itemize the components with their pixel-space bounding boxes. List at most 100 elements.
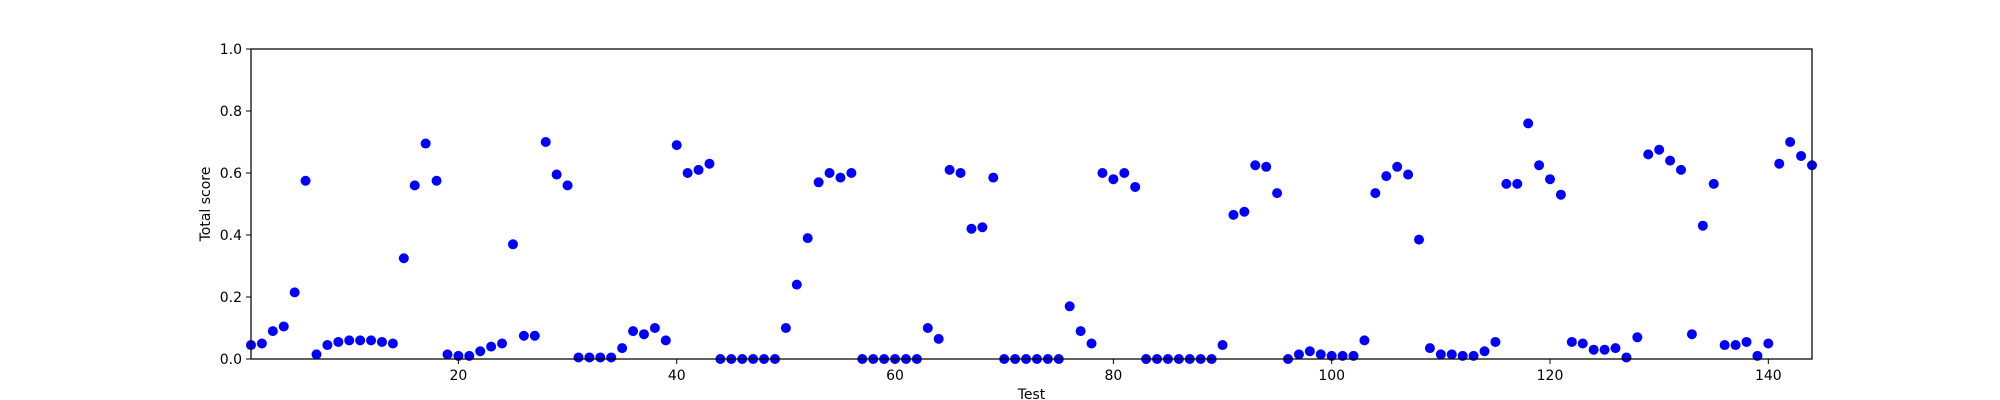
data-point xyxy=(322,340,333,351)
data-point xyxy=(355,335,366,346)
data-point xyxy=(1381,171,1392,182)
data-point xyxy=(671,140,682,151)
data-point xyxy=(1403,169,1414,180)
data-point xyxy=(988,172,999,183)
data-point xyxy=(278,321,289,332)
data-point xyxy=(1130,181,1141,192)
data-point xyxy=(1217,340,1228,351)
data-point xyxy=(1534,160,1545,171)
data-point xyxy=(1108,174,1119,185)
x-tick-label: 60 xyxy=(886,368,904,384)
data-point xyxy=(1315,349,1326,360)
data-point xyxy=(398,253,409,264)
data-point xyxy=(562,180,573,191)
data-point xyxy=(1370,188,1381,199)
data-point xyxy=(1741,336,1752,347)
y-tick-label: 1.0 xyxy=(220,42,242,58)
data-point xyxy=(1119,168,1130,178)
y-tick-label: 0.4 xyxy=(220,228,242,244)
data-point xyxy=(1730,340,1741,351)
data-point xyxy=(1545,174,1556,185)
data-point xyxy=(1064,301,1075,312)
data-point xyxy=(1632,332,1643,343)
y-tick-label: 0.2 xyxy=(220,290,242,306)
data-point xyxy=(1392,161,1403,172)
data-point xyxy=(1577,338,1588,349)
x-tick-label: 40 xyxy=(668,368,686,384)
data-point xyxy=(420,138,431,149)
data-point xyxy=(1599,344,1610,355)
data-point xyxy=(1479,346,1490,357)
data-point xyxy=(1272,188,1283,199)
data-point xyxy=(1293,349,1304,360)
data-point xyxy=(529,330,540,341)
data-point xyxy=(1566,336,1577,347)
data-point xyxy=(256,338,267,349)
data-point xyxy=(300,175,311,186)
data-point xyxy=(824,168,835,178)
data-point xyxy=(1588,344,1599,355)
y-axis-ticks: 0.0 0.2 0.4 0.6 0.8 1.0 xyxy=(220,42,251,368)
data-point xyxy=(1610,343,1621,354)
data-point xyxy=(693,164,704,175)
data-point xyxy=(540,137,551,147)
data-point xyxy=(1359,335,1370,346)
data-point xyxy=(1719,340,1730,351)
data-point xyxy=(1075,326,1086,337)
data-point xyxy=(1424,343,1435,354)
x-tick-label: 80 xyxy=(1104,368,1122,384)
x-tick-label: 100 xyxy=(1318,368,1345,384)
data-point xyxy=(1654,144,1665,155)
data-point xyxy=(1621,352,1632,363)
data-point xyxy=(507,239,518,250)
data-point xyxy=(333,336,344,347)
data-point xyxy=(1414,234,1425,245)
x-tick-label: 120 xyxy=(1537,368,1564,384)
data-point xyxy=(1676,164,1687,175)
data-point xyxy=(431,175,442,186)
data-point xyxy=(1086,338,1097,349)
data-point xyxy=(267,326,278,337)
data-point xyxy=(595,352,606,363)
data-point xyxy=(311,349,322,360)
data-point xyxy=(1708,178,1719,189)
data-point xyxy=(922,323,933,333)
data-point xyxy=(1665,155,1676,166)
data-point xyxy=(682,168,693,178)
data-point xyxy=(1785,137,1796,147)
data-point xyxy=(344,335,355,346)
data-point xyxy=(780,323,791,333)
data-point xyxy=(387,338,398,349)
data-points xyxy=(246,118,1817,364)
data-point xyxy=(944,164,955,175)
data-point xyxy=(791,279,802,290)
plot-area-frame xyxy=(250,48,1813,360)
data-point xyxy=(660,335,671,346)
data-point xyxy=(475,346,486,357)
data-point xyxy=(1501,178,1512,189)
data-point xyxy=(442,349,453,360)
data-point xyxy=(1697,220,1708,231)
data-point xyxy=(1250,160,1261,171)
data-point xyxy=(1097,168,1108,178)
data-point xyxy=(573,352,584,363)
x-tick-label: 20 xyxy=(449,368,467,384)
data-point xyxy=(933,333,944,344)
data-point xyxy=(289,287,300,298)
data-point xyxy=(977,222,988,233)
data-point xyxy=(518,330,529,341)
data-point xyxy=(1512,178,1523,189)
data-point xyxy=(606,352,617,363)
y-axis-label: Total score xyxy=(198,167,214,243)
data-point xyxy=(584,352,595,363)
data-point xyxy=(1763,338,1774,349)
data-point xyxy=(846,168,857,178)
data-point xyxy=(1555,189,1566,200)
data-point xyxy=(409,180,420,191)
data-point xyxy=(1435,349,1446,360)
x-axis-label: Test xyxy=(1017,387,1046,400)
data-point xyxy=(551,169,562,180)
data-point xyxy=(1228,209,1239,220)
y-tick-label: 0.0 xyxy=(220,352,242,368)
data-point xyxy=(649,323,660,333)
